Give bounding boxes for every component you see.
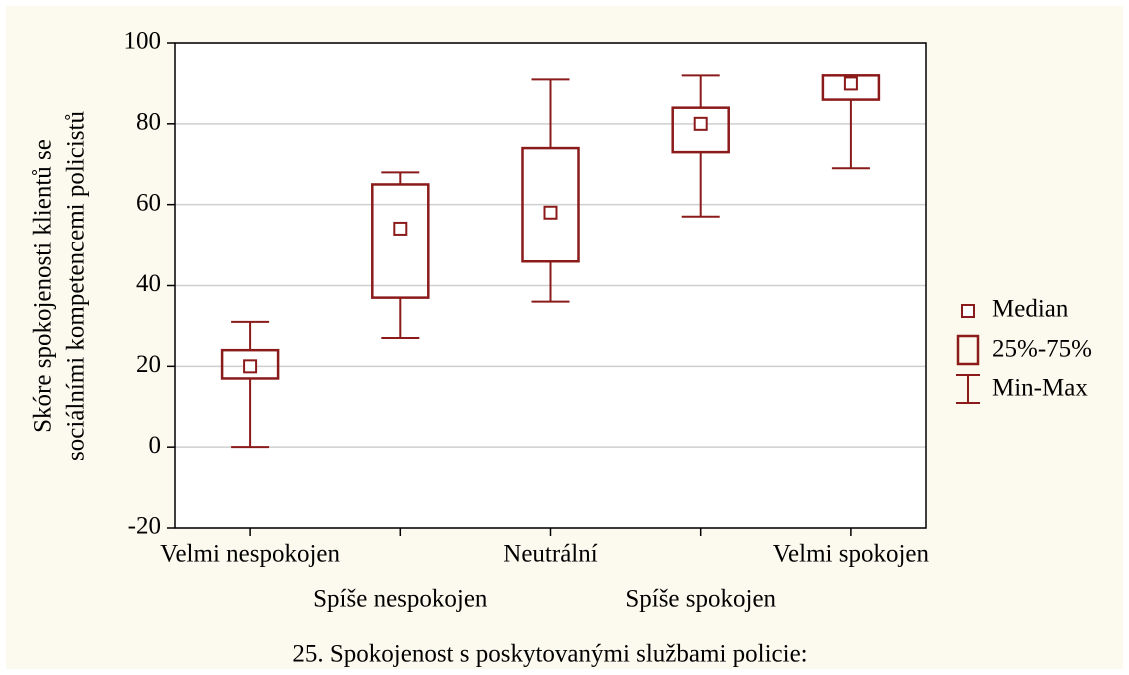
y-tick-label: 80 (136, 109, 161, 136)
legend-label: 25%-75% (992, 336, 1092, 363)
median (693, 116, 708, 131)
median (843, 76, 858, 91)
x-tick-label: Spíše nespokojen (313, 586, 488, 613)
y-tick-label: -20 (128, 513, 161, 540)
y-tick-label: 20 (136, 351, 161, 378)
median (543, 205, 558, 220)
y-tick-label: 60 (136, 189, 161, 216)
x-tick-label: Spíše spokojen (625, 586, 776, 613)
legend-box-key (956, 334, 980, 366)
y-axis-title: sociálními kompetencemi policistů (63, 111, 90, 461)
legend-label: Min-Max (992, 375, 1088, 402)
box (821, 74, 881, 101)
legend-median-key (961, 304, 975, 318)
box (220, 348, 280, 380)
y-tick-label: 0 (149, 432, 162, 459)
box (521, 146, 580, 263)
median (393, 221, 408, 236)
x-tick-label: Velmi nespokojen (160, 541, 340, 568)
box (671, 106, 730, 154)
x-tick-label: Neutrální (503, 541, 597, 568)
y-axis-title: Skóre spokojenosti klientů se (30, 139, 57, 433)
legend-label: Median (992, 296, 1069, 323)
box (371, 183, 430, 299)
y-tick-label: 100 (124, 28, 162, 55)
x-tick-label: Velmi spokojen (773, 541, 930, 568)
median (243, 359, 258, 374)
x-axis-title: 25. Spokojenost s poskytovanými službami… (292, 641, 807, 668)
y-tick-label: 40 (136, 270, 161, 297)
